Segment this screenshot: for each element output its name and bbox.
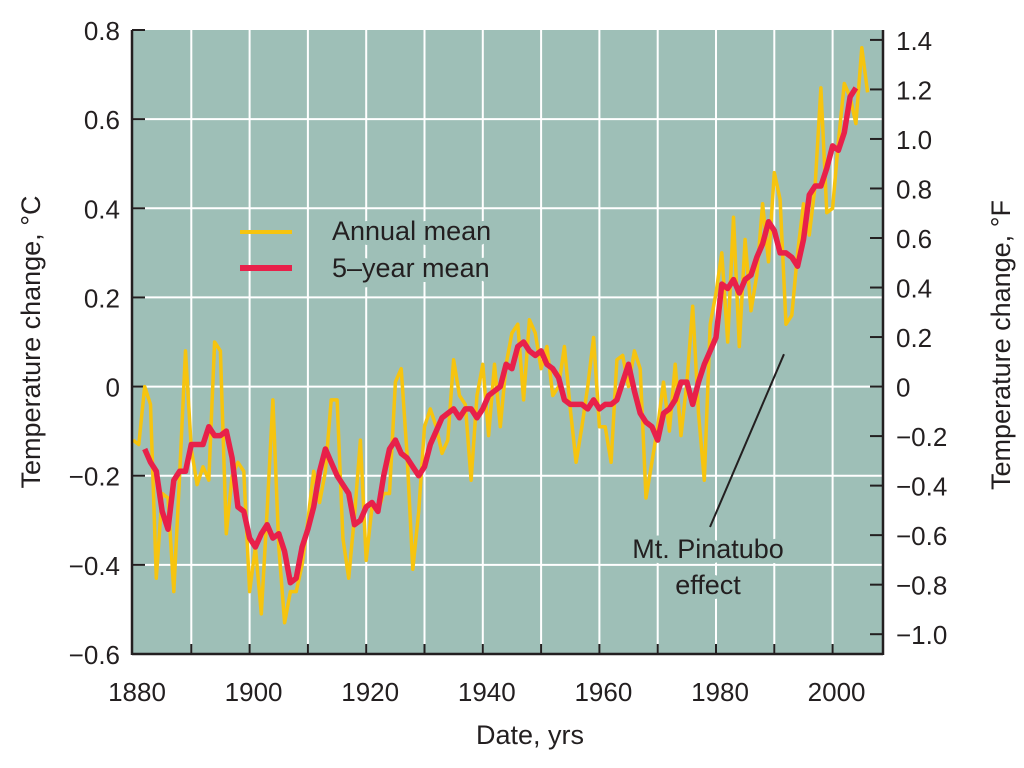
y-tick-label-left: 0.2 (84, 283, 120, 313)
legend-label-5yr: 5–year mean (332, 253, 490, 283)
axes (130, 30, 885, 656)
y-tick-label-right: −0.8 (896, 571, 947, 601)
y-tick-label-left: 0.8 (84, 16, 120, 46)
x-tick-label: 1940 (458, 677, 516, 707)
y-tick-label-left: −0.4 (69, 551, 120, 581)
tick-labels: 1880 1900 1920 1940 1960 1980 2000 0.8 0.6 0.4 0.2… (69, 16, 948, 707)
y-tick-label-right: 0.8 (896, 174, 932, 204)
y-tick-label-right: −0.2 (896, 422, 947, 452)
annotation-leader-line (709, 353, 785, 528)
y-tick-label-left: −0.6 (69, 640, 120, 670)
y-tick-label-right: 0.6 (896, 224, 932, 254)
y-tick-label-left: 0 (106, 373, 120, 403)
x-tick-label: 1900 (225, 677, 283, 707)
legend-label-annual: Annual mean (332, 216, 491, 246)
x-tick-label: 1980 (691, 677, 749, 707)
y-tick-label-right: 0.2 (896, 323, 932, 353)
annotation-text-line1: Mt. Pinatubo (632, 534, 784, 564)
x-tick-label: 1960 (574, 677, 632, 707)
y-tick-label-right: 1.0 (896, 125, 932, 155)
annotation-text-line2: effect (675, 570, 741, 600)
y-tick-label-right: 0.4 (896, 274, 932, 304)
x-tick-label: 1880 (108, 677, 166, 707)
y-axis-title-right: Temperature change, °F (986, 200, 1016, 490)
five-year-mean-line (142, 86, 859, 586)
y-tick-label-left: −0.2 (69, 462, 120, 492)
legend: Annual mean 5–year mean (240, 211, 496, 288)
x-tick-label: 2000 (808, 677, 866, 707)
y-axis-title-left: Temperature change, °C (16, 196, 46, 489)
y-tick-label-left: 0.6 (84, 105, 120, 135)
y-tick-label-right: −0.6 (896, 521, 947, 551)
y-tick-label-right: 1.2 (896, 75, 932, 105)
x-tick-label: 1920 (341, 677, 399, 707)
x-axis-title: Date, yrs (476, 720, 584, 750)
y-tick-label-right: −0.4 (896, 472, 947, 502)
series-lines (131, 46, 870, 625)
y-tick-label-right: 0 (896, 373, 910, 403)
y-tick-label-right: −1.0 (896, 620, 947, 650)
pinatubo-annotation: Mt. Pinatubo effect (627, 353, 789, 605)
y-tick-label-right: 1.4 (896, 26, 932, 56)
y-tick-label-left: 0.4 (84, 194, 120, 224)
